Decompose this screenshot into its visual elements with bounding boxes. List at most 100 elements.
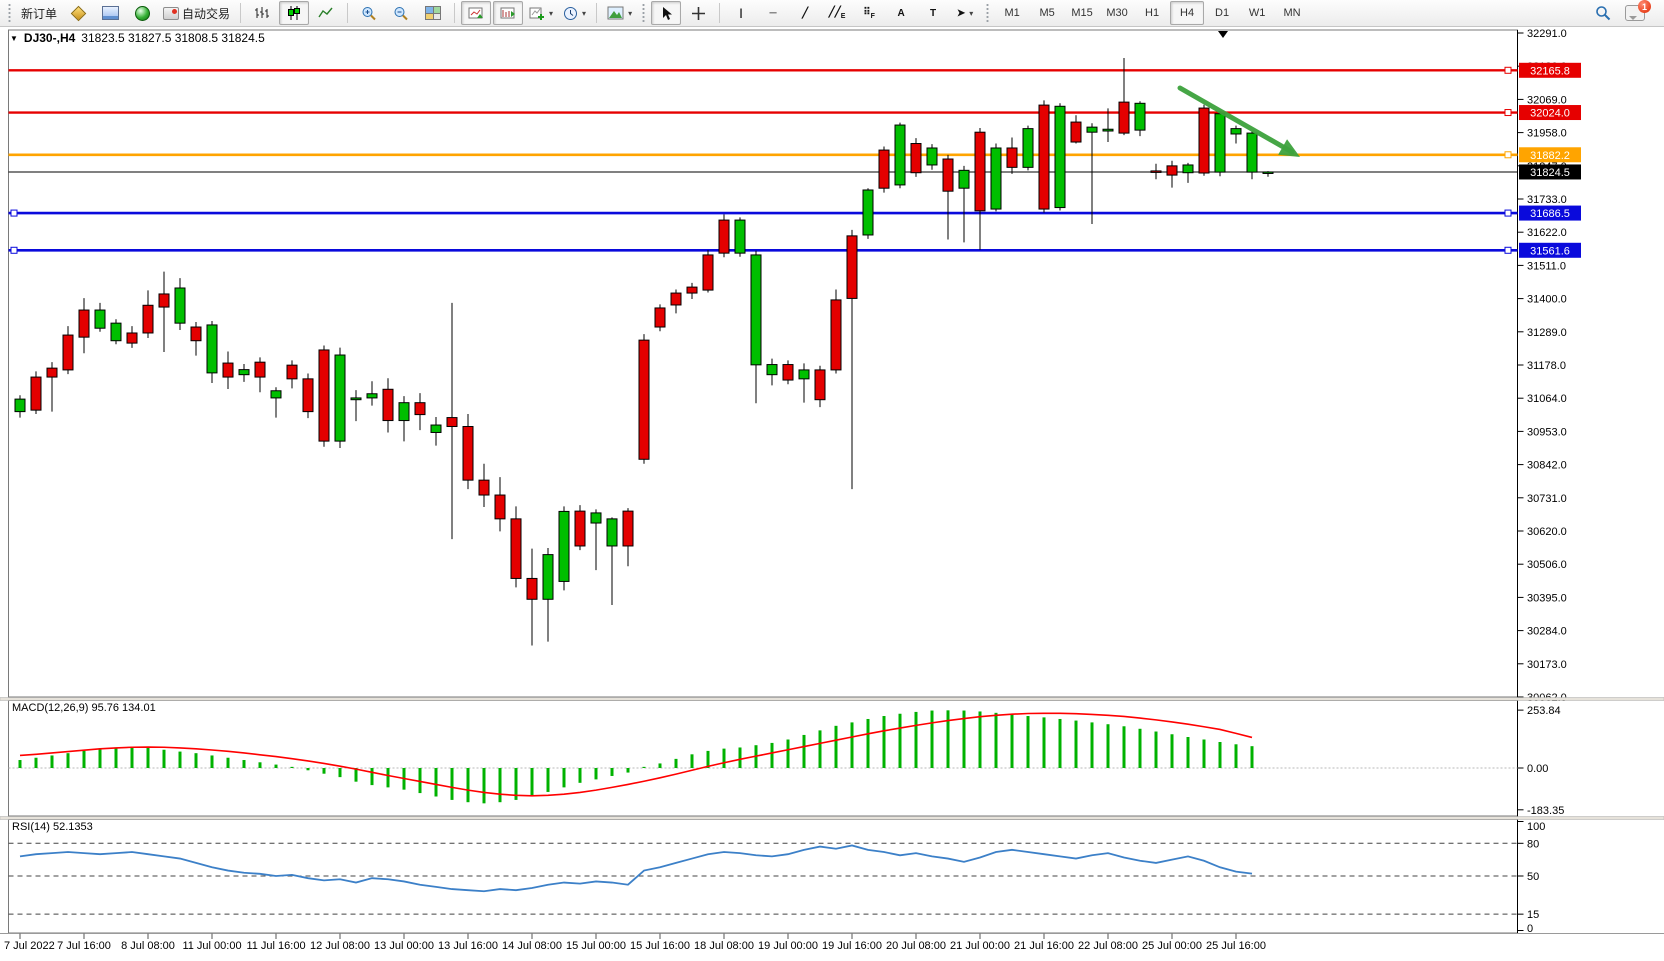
line-chart-icon	[318, 7, 333, 18]
svg-text:31561.6: 31561.6	[1530, 245, 1570, 257]
trend-arrow[interactable]	[1177, 85, 1300, 157]
svg-text:30506.0: 30506.0	[1527, 559, 1567, 571]
svg-text:30395.0: 30395.0	[1527, 592, 1567, 604]
zoom-in-icon	[362, 6, 376, 20]
svg-text:31733.0: 31733.0	[1527, 194, 1567, 206]
svg-text:19 Jul 16:00: 19 Jul 16:00	[822, 940, 882, 952]
horizontal-line-tool[interactable]: ─	[769, 7, 777, 19]
periods-button[interactable]: ▾	[559, 1, 590, 25]
svg-text:30953.0: 30953.0	[1527, 426, 1567, 438]
svg-text:253.84: 253.84	[1527, 705, 1561, 717]
chart-shift-button[interactable]	[493, 1, 524, 25]
text-tool[interactable]: A	[897, 7, 905, 19]
toolbar-grip[interactable]	[641, 4, 647, 22]
hline-handle[interactable]	[1504, 246, 1512, 254]
new-order-label: 新订单	[21, 6, 58, 21]
svg-text:13 Jul 00:00: 13 Jul 00:00	[374, 940, 434, 952]
timeframe-m30[interactable]: M30	[1106, 7, 1128, 19]
svg-text:21 Jul 00:00: 21 Jul 00:00	[950, 940, 1010, 952]
toolbar-grip[interactable]	[7, 4, 12, 22]
svg-text:80: 80	[1527, 838, 1539, 850]
tile-windows-button[interactable]	[418, 1, 448, 25]
svg-text:11 Jul 16:00: 11 Jul 16:00	[246, 940, 305, 952]
svg-text:32165.8: 32165.8	[1530, 65, 1570, 77]
hline-handle[interactable]	[10, 246, 18, 254]
autotrading-button[interactable]: 自动交易	[159, 1, 234, 25]
auto-arrange-button[interactable]	[461, 1, 492, 25]
chat-bubble-icon: 1	[1625, 0, 1651, 21]
candlestick-icon	[288, 6, 301, 20]
signal-orb-icon	[134, 5, 150, 21]
market-watch-button[interactable]	[95, 1, 125, 25]
tile-windows-icon	[425, 6, 442, 20]
svg-text:0.00: 0.00	[1527, 763, 1548, 775]
market-watch-icon	[101, 6, 119, 20]
crosshair-icon	[691, 6, 705, 20]
panel-splitters[interactable]	[0, 697, 1664, 820]
search-icon	[1596, 6, 1611, 21]
timeframe-mn[interactable]: MN	[1283, 7, 1301, 19]
crosshair-button[interactable]	[683, 1, 713, 25]
macd-indicator-label: MACD(12,26,9) 95.76 134.01	[12, 702, 156, 714]
candlestick-chart-button[interactable]	[279, 1, 310, 25]
svg-text:19 Jul 00:00: 19 Jul 00:00	[758, 940, 818, 952]
autotrading-icon	[163, 6, 180, 20]
timeframe-m5[interactable]: M5	[1039, 7, 1055, 19]
bar-chart-icon	[255, 7, 270, 18]
timeframe-m15[interactable]: M15	[1071, 7, 1093, 19]
notifications-button[interactable]: 1	[1620, 0, 1651, 25]
hline-handle[interactable]	[1504, 109, 1512, 117]
signals-button[interactable]	[127, 1, 157, 25]
timeframe-h1[interactable]: H1	[1145, 7, 1160, 19]
hline-handle[interactable]	[1504, 209, 1512, 217]
svg-text:14 Jul 08:00: 14 Jul 08:00	[502, 940, 562, 952]
clock-icon	[564, 6, 578, 20]
hline-handle[interactable]	[10, 209, 18, 217]
svg-text:12 Jul 08:00: 12 Jul 08:00	[310, 940, 370, 952]
timeframe-d1[interactable]: D1	[1215, 7, 1230, 19]
svg-text:31289.0: 31289.0	[1527, 327, 1567, 339]
rsi-indicator-label: RSI(14) 52.1353	[12, 821, 93, 833]
bar-chart-button[interactable]	[247, 1, 277, 25]
diamond-icon	[70, 5, 86, 21]
svg-text:31064.0: 31064.0	[1527, 393, 1567, 405]
fibonacci-tool[interactable]: ⠿F	[863, 6, 875, 20]
shapes-tool[interactable]: ➤ ▾	[956, 7, 974, 19]
gold-diamond-button[interactable]	[63, 1, 93, 25]
collapse-triangle-icon[interactable]: ▼	[10, 33, 18, 43]
zoom-out-button[interactable]	[386, 1, 416, 25]
chevron-down-icon: ▾	[582, 8, 587, 18]
timeframe-m1[interactable]: M1	[1004, 7, 1020, 19]
svg-text:15 Jul 00:00: 15 Jul 00:00	[566, 940, 626, 952]
label-tool[interactable]: T	[930, 7, 937, 19]
time-axis: 7 Jul 2022 7 Jul 16:00 8 Jul 08:00 11 Jul 0…	[0, 933, 1664, 952]
new-order-button[interactable]: 新订单	[17, 1, 61, 25]
svg-text:20 Jul 08:00: 20 Jul 08:00	[886, 940, 946, 952]
search-button[interactable]	[1588, 1, 1618, 25]
hline-handle[interactable]	[1504, 66, 1512, 74]
channel-tool[interactable]: ╱╱E	[828, 6, 846, 20]
svg-text:15: 15	[1527, 909, 1539, 921]
rsi-panel: 100 80 50 15 0	[8, 821, 1545, 935]
zoom-in-button[interactable]	[354, 1, 384, 25]
toolbar-grip[interactable]	[985, 4, 991, 22]
trendline-tool[interactable]: ╱	[802, 7, 809, 19]
line-chart-button[interactable]	[311, 1, 341, 25]
chart-shift-marker[interactable]	[1218, 31, 1228, 38]
svg-text:100: 100	[1527, 821, 1545, 833]
new-chart-button[interactable]: ▾	[525, 1, 557, 25]
svg-text:7 Jul 16:00: 7 Jul 16:00	[57, 940, 111, 952]
vertical-line-tool[interactable]: |	[739, 7, 743, 19]
timeframe-h4[interactable]: H4	[1170, 1, 1205, 25]
chevron-down-icon: ▾	[628, 8, 633, 18]
cursor-button[interactable]	[651, 1, 682, 25]
notification-badge: 1	[1638, 0, 1651, 13]
svg-text:30620.0: 30620.0	[1527, 526, 1567, 538]
new-chart-icon	[529, 7, 545, 20]
templates-button[interactable]: ▾	[603, 1, 636, 25]
hline-handle[interactable]	[1504, 151, 1512, 159]
autotrading-label: 自动交易	[182, 6, 231, 21]
timeframe-w1[interactable]: W1	[1248, 7, 1266, 19]
svg-text:31686.5: 31686.5	[1530, 208, 1570, 220]
